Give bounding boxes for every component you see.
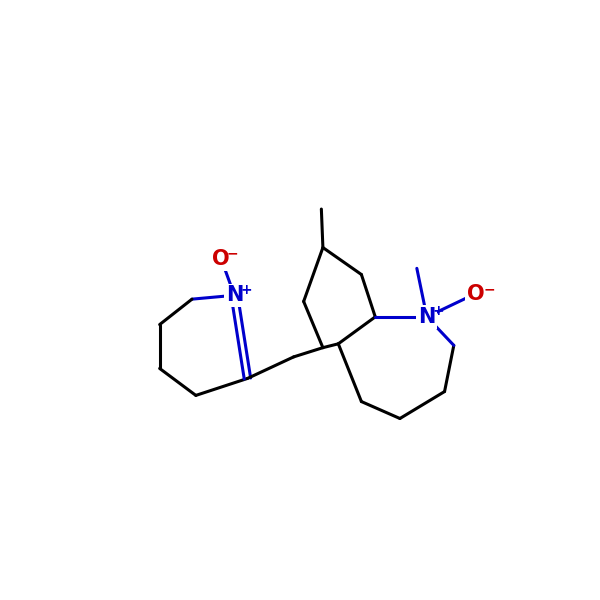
Text: −: −: [484, 282, 495, 296]
Text: +: +: [433, 304, 444, 319]
Text: N: N: [418, 307, 436, 327]
Text: O: O: [212, 249, 230, 269]
Text: O: O: [467, 284, 484, 304]
Text: +: +: [240, 283, 252, 297]
Text: N: N: [226, 286, 243, 305]
Text: −: −: [227, 247, 239, 260]
